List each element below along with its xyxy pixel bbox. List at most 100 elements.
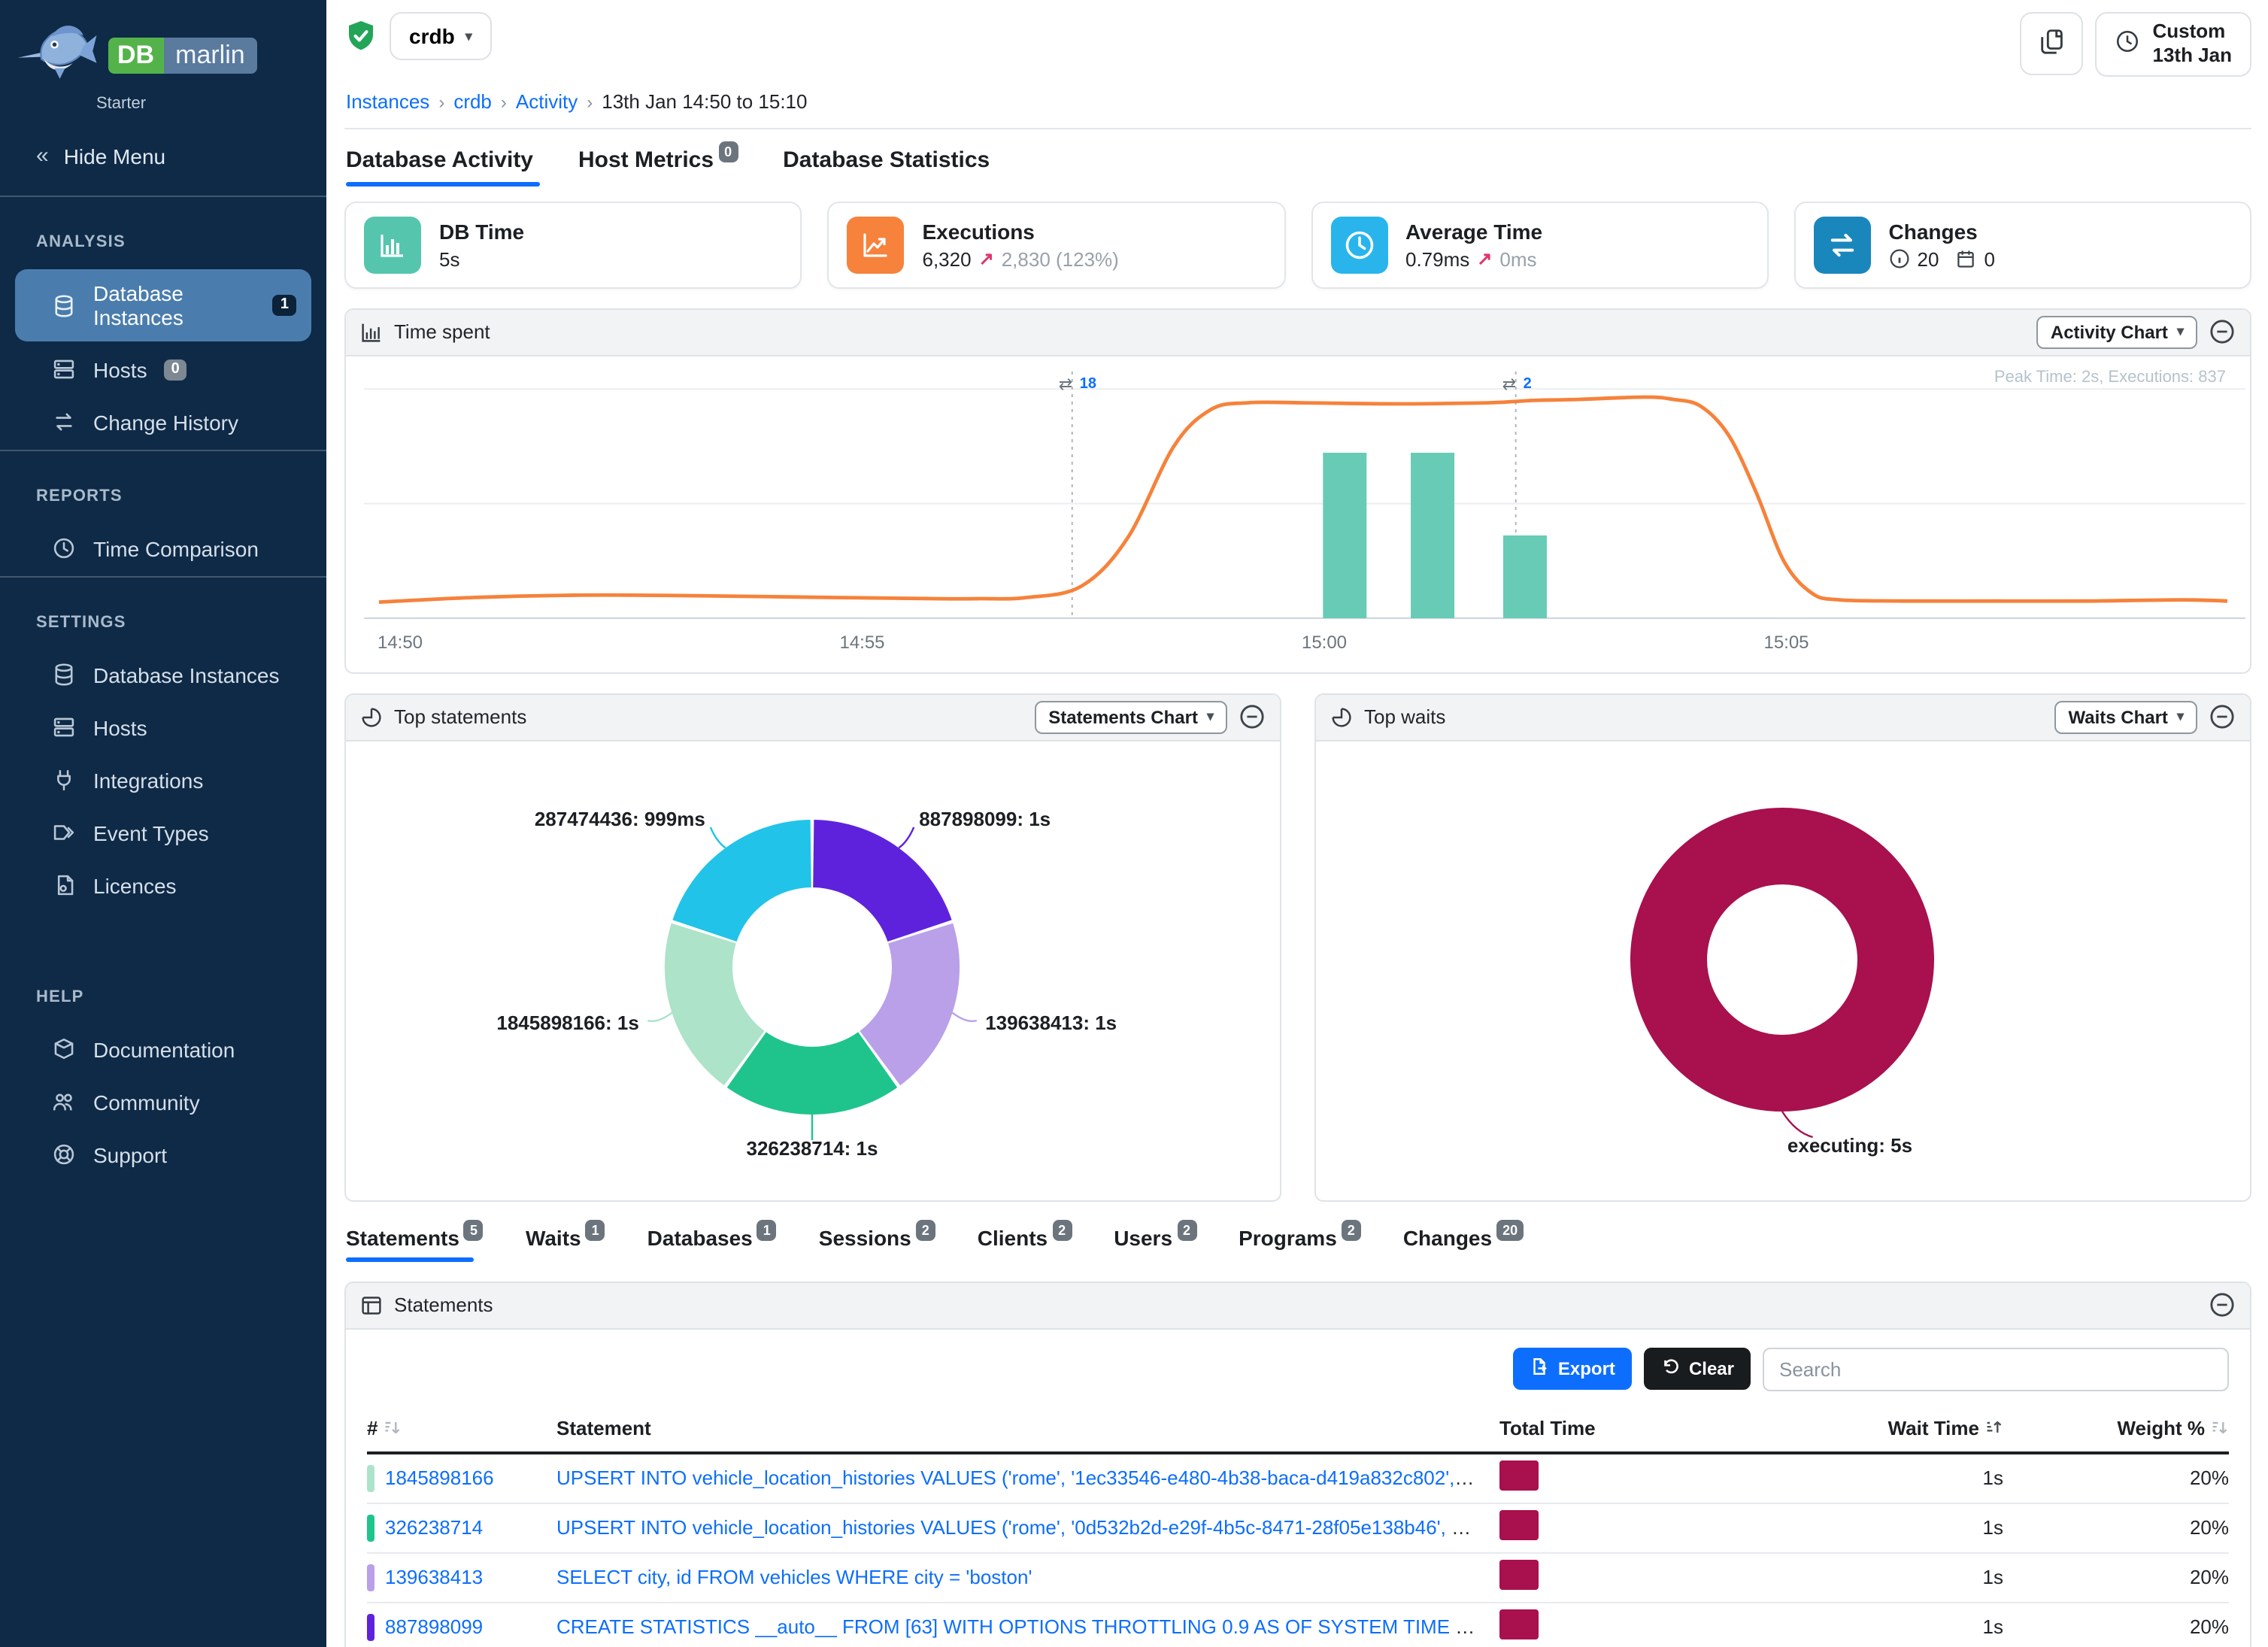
breadcrumb-current: 13th Jan 14:50 to 15:10 <box>602 89 808 112</box>
sidebar-section: SETTINGS Database Instances Hosts Integrati… <box>0 587 326 910</box>
top-statements-chart: 887898099: 1s 139638413: 1s 326238714: 1s 1… <box>346 741 1280 1200</box>
statements-chart-dropdown[interactable]: Statements Chart ▾ <box>1035 700 1227 733</box>
breadcrumb-link[interactable]: crdb <box>453 89 492 112</box>
hide-menu-button[interactable]: « Hide Menu <box>36 143 166 168</box>
sidebar-item-label: Licences <box>93 873 177 897</box>
sidebar-item-community[interactable]: Community <box>15 1077 311 1127</box>
tab-changes[interactable]: Changes 20 <box>1403 1219 1524 1261</box>
sidebar-item-label: Documentation <box>93 1037 235 1061</box>
sidebar-item-label: Community <box>93 1090 200 1114</box>
change-annotation: ⇄ 18 <box>1059 374 1096 393</box>
statement-id-link[interactable]: 326238714 <box>385 1516 484 1539</box>
chevron-down-icon: ▾ <box>2176 323 2184 338</box>
sidebar-item-event-types[interactable]: Event Types <box>15 808 311 857</box>
sidebar-item-hosts[interactable]: Hosts 0 <box>15 344 311 394</box>
tab-sessions[interactable]: Sessions 2 <box>819 1219 935 1261</box>
executions-bar[interactable] <box>1502 535 1547 617</box>
tab-users[interactable]: Users 2 <box>1114 1219 1197 1261</box>
col-num[interactable]: # <box>367 1417 556 1439</box>
sidebar-item-time-comparison[interactable]: Time Comparison <box>15 523 311 573</box>
sidebar-section: HELP Documentation Community Support <box>0 961 326 1179</box>
donut-slice[interactable] <box>726 1031 898 1114</box>
donut-slice[interactable] <box>664 922 765 1085</box>
weight-value: 20% <box>2189 1467 2229 1489</box>
kpi-card-average-time: Average Time 0.79ms ↗ 0ms <box>1311 201 1769 288</box>
sidebar-item-change-history[interactable]: Change History <box>15 397 311 447</box>
kpi-row: DB Time 5s Executions 6,320 ↗ 2,830 (123%) Ave… <box>326 186 2268 288</box>
linechart-icon <box>847 216 905 273</box>
licence-icon <box>51 872 77 898</box>
weight-value: 20% <box>2189 1615 2229 1638</box>
collapse-icon[interactable] <box>2209 704 2235 729</box>
search-input[interactable] <box>1763 1347 2229 1391</box>
executions-bar[interactable] <box>1323 452 1367 617</box>
copy-link-button[interactable] <box>2020 12 2084 75</box>
executions-bar[interactable] <box>1411 452 1455 617</box>
statement-link[interactable]: UPSERT INTO vehicle_location_histories V… <box>556 1516 1499 1539</box>
collapse-icon[interactable] <box>2209 319 2235 344</box>
tab-badge: 5 <box>463 1219 484 1240</box>
svg-text:2: 2 <box>1524 375 1532 391</box>
tab-host-metrics[interactable]: Host Metrics 0 <box>578 141 738 186</box>
main-content: crdb ▾ Custom <box>326 0 2268 1647</box>
time-range-button[interactable]: Custom 13th Jan <box>2095 12 2251 76</box>
donut-slice[interactable] <box>813 819 952 941</box>
sidebar-item-label: Integrations <box>93 768 204 792</box>
sidebar-item-database-instances[interactable]: Database Instances <box>15 650 311 699</box>
statement-id-link[interactable]: 1845898166 <box>385 1467 494 1489</box>
col-total-time[interactable]: Total Time <box>1499 1417 1596 1439</box>
collapse-icon[interactable] <box>1239 704 1265 729</box>
tab-database-statistics[interactable]: Database Statistics <box>783 147 990 186</box>
col-wait-time[interactable]: Wait Time <box>1888 1417 2003 1439</box>
breadcrumb-link[interactable]: Activity <box>515 89 578 112</box>
kpi-delta: 0ms <box>1499 247 1537 270</box>
waits-chart-dropdown[interactable]: Waits Chart ▾ <box>2054 700 2197 733</box>
tab-label: Clients <box>977 1225 1048 1249</box>
statement-link[interactable]: CREATE STATISTICS __auto__ FROM [63] WIT… <box>556 1615 1499 1638</box>
tab-databases[interactable]: Databases 1 <box>647 1219 777 1261</box>
sidebar-item-support[interactable]: Support <box>15 1130 311 1179</box>
tab-badge: 2 <box>915 1219 935 1240</box>
sidebar-item-label: Database Instances <box>93 281 183 329</box>
instance-selector[interactable]: crdb ▾ <box>390 12 492 60</box>
clear-button[interactable]: Clear <box>1643 1348 1751 1390</box>
sidebar-item-licences[interactable]: Licences <box>15 860 311 910</box>
tab-label: Host Metrics <box>578 147 714 172</box>
list-icon <box>361 1294 382 1315</box>
sidebar-item-hosts[interactable]: Hosts <box>15 702 311 752</box>
tab-statements[interactable]: Statements 5 <box>346 1219 484 1261</box>
tab-waits[interactable]: Waits 1 <box>526 1219 605 1261</box>
sidebar-item-integrations[interactable]: Integrations <box>15 755 311 805</box>
breadcrumb-link[interactable]: Instances <box>346 89 430 112</box>
wait-time-value: 1s <box>1982 1516 2003 1539</box>
collapse-icon[interactable] <box>2209 1292 2235 1318</box>
donut-label: 139638413: 1s <box>985 1011 1117 1033</box>
donut-slice[interactable] <box>1630 807 1934 1111</box>
col-weight[interactable]: Weight % <box>2117 1417 2229 1439</box>
weight-value: 20% <box>2189 1566 2229 1588</box>
donut-slice[interactable] <box>672 819 811 941</box>
x-axis-label: 15:00 <box>1302 632 1347 652</box>
activity-chart-dropdown[interactable]: Activity Chart ▾ <box>2036 315 2197 348</box>
tab-badge: 2 <box>1177 1219 1197 1240</box>
col-statement[interactable]: Statement <box>556 1417 651 1439</box>
tab-label: Database Statistics <box>783 147 990 172</box>
donut-slice[interactable] <box>860 922 960 1085</box>
kpi-title: DB Time <box>439 219 525 243</box>
statement-id-link[interactable]: 139638413 <box>385 1566 484 1588</box>
statement-link[interactable]: SELECT city, id FROM vehicles WHERE city… <box>556 1566 1032 1588</box>
statement-link[interactable]: UPSERT INTO vehicle_location_histories V… <box>556 1467 1499 1489</box>
chevrons-left-icon: « <box>36 143 49 168</box>
tab-database-activity[interactable]: Database Activity <box>346 147 538 186</box>
sidebar-item-label: Hosts <box>93 357 147 381</box>
sidebar-divider <box>0 576 326 578</box>
tab-programs[interactable]: Programs 2 <box>1239 1219 1361 1261</box>
export-button[interactable]: Export <box>1512 1348 1632 1390</box>
sidebar-item-database-instances[interactable]: Database Instances 1 <box>15 269 311 341</box>
detail-tabs: Statements 5 Waits 1 Databases 1 Sessions 2 Clie… <box>344 1201 2251 1261</box>
tab-clients[interactable]: Clients 2 <box>977 1219 1072 1261</box>
kpi-card-changes: Changes 20 0 <box>1793 201 2251 288</box>
sidebar-item-documentation[interactable]: Documentation <box>15 1024 311 1074</box>
statement-id-link[interactable]: 887898099 <box>385 1615 484 1638</box>
donut-label: 1845898166: 1s <box>496 1011 638 1033</box>
